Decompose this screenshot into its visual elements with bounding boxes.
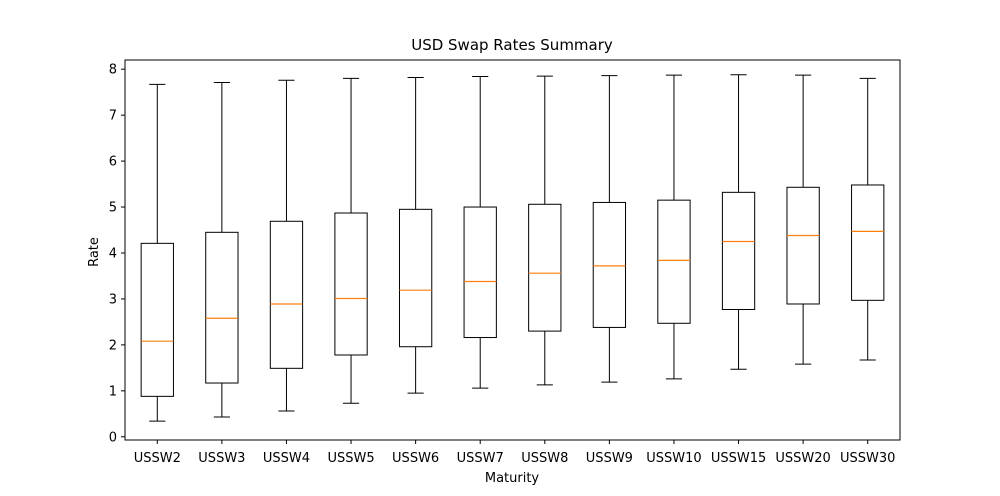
box-group-ussw2 <box>140 83 174 422</box>
box-group-ussw9 <box>592 75 627 383</box>
y-tick-label: 0 <box>109 430 117 445</box>
iqr-box <box>140 242 174 397</box>
box-group-ussw6 <box>398 76 433 394</box>
iqr-box <box>786 186 820 305</box>
plot-area <box>140 74 885 422</box>
iqr-box <box>657 199 691 324</box>
iqr-box <box>205 231 239 384</box>
iqr-box <box>851 184 885 301</box>
x-axis: USSW2 USSW3 USSW4 USSW5 USSW6 USSW7 USSW8 USSW9… <box>134 440 895 466</box>
x-tick-label: USSW4 <box>263 451 310 466</box>
y-tick-label: 2 <box>109 338 117 353</box>
x-tick-label: USSW2 <box>134 451 181 466</box>
box-group-ussw3 <box>205 82 239 418</box>
x-tick-label: USSW20 <box>775 451 830 466</box>
x-tick-label: USSW15 <box>711 451 766 466</box>
box-group-ussw30 <box>851 77 885 361</box>
iqr-box <box>334 212 368 356</box>
iqr-box <box>721 191 756 311</box>
y-axis-title: Rate <box>87 237 102 267</box>
y-tick-label: 5 <box>109 201 117 216</box>
x-tick-label: USSW5 <box>327 451 374 466</box>
box-group-ussw8 <box>528 75 562 386</box>
y-tick-label: 4 <box>109 246 117 261</box>
iqr-box <box>592 201 627 328</box>
y-tick-label: 3 <box>109 292 117 307</box>
x-tick-label: USSW3 <box>198 451 245 466</box>
box-group-ussw5 <box>334 77 368 404</box>
y-tick-label: 8 <box>109 63 117 78</box>
box-group-ussw10 <box>657 74 691 380</box>
box-group-ussw15 <box>721 74 756 370</box>
y-tick-label: 7 <box>109 109 117 124</box>
x-tick-label: USSW8 <box>521 451 568 466</box>
y-tick-label: 1 <box>109 384 117 399</box>
x-tick-label: USSW6 <box>392 451 439 466</box>
iqr-box <box>528 203 562 332</box>
iqr-box <box>463 206 497 339</box>
x-axis-title: Maturity <box>485 471 540 486</box>
plot-frame <box>124 59 901 441</box>
x-tick-label: USSW7 <box>457 451 504 466</box>
chart-title: USD Swap Rates Summary <box>411 36 613 54</box>
iqr-box <box>398 208 433 348</box>
box-group-ussw4 <box>269 79 304 412</box>
x-tick-label: USSW9 <box>586 451 633 466</box>
x-tick-label: USSW10 <box>646 451 701 466</box>
box-group-ussw20 <box>786 74 820 365</box>
x-tick-label: USSW30 <box>840 451 895 466</box>
iqr-box <box>269 220 304 369</box>
box-group-ussw7 <box>463 76 497 389</box>
y-axis: 0 1 2 3 4 5 6 7 8 <box>109 63 125 445</box>
y-tick-label: 6 <box>109 155 117 170</box>
